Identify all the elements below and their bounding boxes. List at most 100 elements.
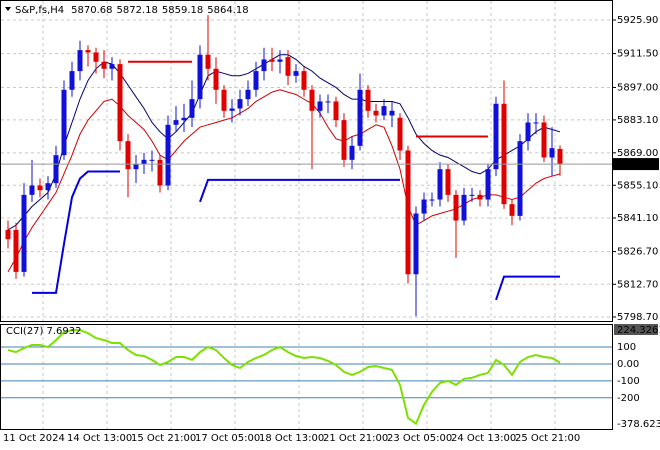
price-label: 5911.50 <box>617 49 658 60</box>
candle-body <box>557 148 563 165</box>
candle-body <box>189 99 195 118</box>
indicator-line <box>199 178 400 203</box>
price-label: 5855.10 <box>617 180 658 191</box>
candle-body <box>501 103 507 205</box>
candle-body <box>277 59 283 62</box>
header: S&P,fs,H4 5870.68 5872.18 5859.18 5864.18 <box>15 5 249 16</box>
price-label: 5826.70 <box>617 247 658 258</box>
candle-body <box>325 101 331 103</box>
price-label: 5798.70 <box>617 312 658 323</box>
candle-body <box>309 89 315 111</box>
candle-body <box>213 68 219 90</box>
candle-body <box>293 71 299 76</box>
candle-body <box>525 122 531 142</box>
candle-body <box>197 54 203 100</box>
price-label: 5925.90 <box>617 15 658 26</box>
candle-body <box>13 229 19 272</box>
time-label: 23 Oct 05:00 <box>387 433 452 444</box>
candle-body <box>469 194 475 196</box>
indicator-line <box>7 54 561 231</box>
candle-body <box>269 59 275 62</box>
candle-body <box>245 89 251 100</box>
time-label: 21 Oct 21:00 <box>323 433 388 444</box>
indicator-value: 7.6932 <box>46 326 81 337</box>
candle-body <box>373 110 379 116</box>
cci-label: 224.3261 <box>617 325 660 336</box>
candle-body <box>477 194 483 200</box>
candle-body <box>317 101 323 111</box>
candle-body <box>229 108 235 111</box>
candle-body <box>509 204 515 216</box>
candle-body <box>109 64 115 69</box>
indicator-name: CCI(27) <box>6 326 44 337</box>
time-label: 25 Oct 21:00 <box>515 433 580 444</box>
cci-label: -100 <box>617 376 640 387</box>
price-label: 5841.10 <box>617 213 658 224</box>
candle-body <box>37 185 43 191</box>
candle-body <box>69 71 75 90</box>
candle-body <box>261 59 267 72</box>
time-label: 18 Oct 13:00 <box>259 433 324 444</box>
label-box <box>614 324 658 335</box>
candle-body <box>45 183 51 191</box>
main-frame <box>0 0 613 322</box>
candle-body <box>301 71 307 90</box>
menu-arrow <box>5 7 11 11</box>
symbol: S&P,fs,H4 <box>15 5 64 16</box>
bid-box <box>613 158 659 171</box>
candle-body <box>533 122 539 124</box>
candle-body <box>413 213 419 275</box>
candle-body <box>117 64 123 142</box>
candle-body <box>349 145 355 160</box>
candle-body <box>429 199 435 201</box>
candle-body <box>5 229 11 240</box>
candle-body <box>365 89 371 111</box>
candle-body <box>541 122 547 158</box>
candle-body <box>445 169 451 195</box>
candle-body <box>381 106 387 116</box>
time-label: 14 Oct 13:00 <box>67 433 132 444</box>
close: 5864.18 <box>207 5 248 16</box>
cci-line <box>7 329 561 426</box>
indicator-line <box>495 275 560 301</box>
candle-body <box>149 159 155 161</box>
price-label: 5812.70 <box>617 279 658 290</box>
high: 5872.18 <box>117 5 158 16</box>
candle-body <box>101 61 107 69</box>
indicator-label: CCI(27) 7.6932 <box>6 326 81 337</box>
bid-label: 5864.18 <box>617 159 658 170</box>
candle-body <box>125 141 131 170</box>
sub-frame <box>0 324 613 430</box>
candle-body <box>133 164 139 170</box>
cci-label: -200 <box>617 393 640 404</box>
time-label: 15 Oct 21:00 <box>131 433 196 444</box>
candle-body <box>461 194 467 221</box>
candle-body <box>205 54 211 69</box>
candle-body <box>397 117 403 151</box>
candle-body <box>421 199 427 214</box>
candle-body <box>53 155 59 184</box>
candle-body <box>453 194 459 221</box>
candle-body <box>21 194 27 272</box>
price-label: 5869.00 <box>617 148 658 159</box>
candle-body <box>93 52 99 62</box>
low: 5859.18 <box>162 5 203 16</box>
candle-body <box>157 159 163 186</box>
candle-body <box>77 50 83 72</box>
indicator-line <box>7 89 561 273</box>
candle-body <box>237 99 243 109</box>
candle-body <box>485 169 491 200</box>
candle-body <box>181 117 187 121</box>
candle-body <box>517 141 523 216</box>
time-label: 24 Oct 13:00 <box>451 433 516 444</box>
candle-body <box>437 169 443 200</box>
candle-body <box>221 89 227 111</box>
time-label: 11 Oct 2024 <box>3 433 65 444</box>
time-label: 17 Oct 05:00 <box>195 433 260 444</box>
indicator-line <box>32 170 120 294</box>
candle-body <box>389 110 395 116</box>
price-label: 5897.00 <box>617 82 658 93</box>
candle-body <box>141 159 147 165</box>
price-label: 5883.10 <box>617 115 658 126</box>
